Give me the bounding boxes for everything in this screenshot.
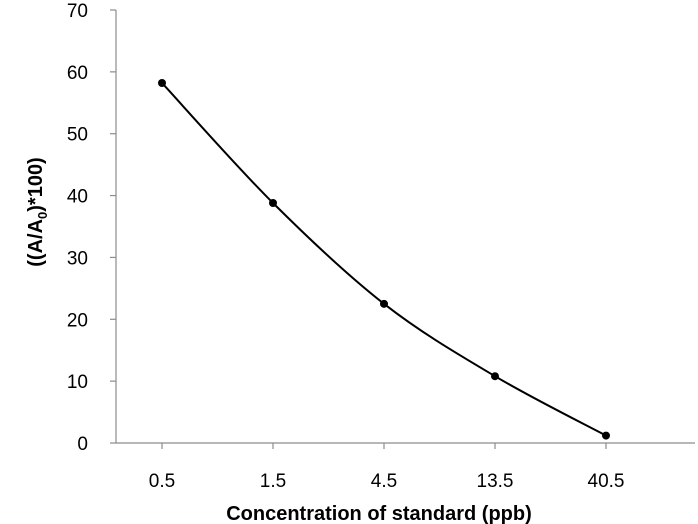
y-tick-label: 70 (67, 1, 88, 22)
y-tick-label: 40 (67, 187, 88, 208)
x-ticks: 0.5 1.5 4.5 13.5 40.5 (149, 443, 625, 492)
y-axis-title-main: ((A/A (25, 219, 47, 267)
data-point (269, 198, 277, 207)
data-point (380, 299, 388, 308)
x-tick-label: 13.5 (477, 471, 514, 492)
data-point (158, 78, 166, 87)
y-ticks: 0 10 20 30 40 50 60 70 (67, 1, 116, 455)
x-tick-label: 40.5 (588, 471, 625, 492)
y-axis-title: ((A/A0)*100) (25, 157, 50, 266)
y-tick-label: 20 (67, 310, 88, 331)
data-point (602, 431, 610, 440)
y-tick-label: 50 (67, 125, 88, 146)
series-line (161, 82, 607, 437)
x-axis-title: Concentration of standard (ppb) (226, 503, 532, 524)
y-tick-label: 60 (67, 63, 88, 84)
data-points (158, 78, 610, 440)
data-point (491, 372, 499, 381)
x-tick-label: 4.5 (371, 471, 397, 492)
x-tick-label: 0.5 (149, 471, 175, 492)
y-axis-title-tail: )*100) (25, 157, 47, 211)
y-axis-title-subscript: 0 (35, 212, 50, 219)
y-tick-label: 30 (67, 248, 88, 269)
x-tick-label: 1.5 (260, 471, 286, 492)
y-tick-label: 0 (77, 434, 88, 455)
y-tick-label: 10 (67, 372, 88, 393)
